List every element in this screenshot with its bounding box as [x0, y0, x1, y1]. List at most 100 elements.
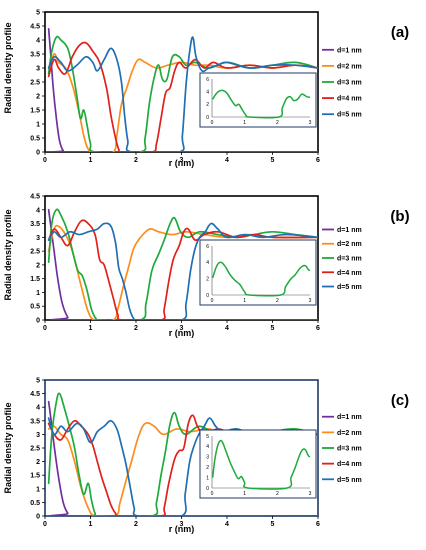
legend-entry: d=5 nm — [337, 112, 362, 119]
panel-a: 0 0.5 1 1.5 2 2.5 3 3.5 4 4.5 5 0 1 2 3 4 5 6 r (nm) Radial… — [3, 10, 409, 169]
x-axis-label: r (nm) — [169, 328, 195, 338]
x-tick-label: 6 — [316, 157, 320, 164]
inset-y-tick-label: 3 — [206, 455, 209, 461]
y-tick-label: 3.5 — [30, 418, 40, 425]
inset-y-tick-label: 2 — [206, 102, 209, 108]
legend-entry: d=4 nm — [337, 96, 362, 103]
inset-plot: 0 1 2 3 4 5 0 1 2 3 — [199, 429, 317, 499]
y-axis-label: Radial density profile — [3, 22, 13, 113]
x-tick-label: 0 — [43, 157, 47, 164]
x-tick-label: 4 — [225, 157, 229, 164]
x-tick-label: 6 — [316, 325, 320, 332]
y-axis-label: Radial density profile — [3, 402, 13, 493]
inset-x-tick-label: 0 — [211, 120, 214, 126]
inset-x-tick-label: 2 — [276, 491, 279, 497]
legend-entry: d=3 nm — [337, 80, 362, 87]
y-tick-label: 4 — [36, 405, 40, 412]
y-tick-label: 4 — [36, 38, 40, 45]
x-tick-label: 2 — [134, 521, 138, 528]
inset-y-tick-label: 5 — [206, 434, 209, 440]
series-line-d4 — [47, 219, 318, 320]
legend-entry: d=1 nm — [337, 414, 362, 421]
x-tick-label: 1 — [89, 521, 93, 528]
inset-y-tick-label: 1 — [206, 475, 209, 481]
y-tick-label: 2.5 — [30, 80, 40, 87]
inset-series-line — [211, 439, 311, 490]
inset-y-tick-label: 4 — [206, 89, 209, 95]
y-tick-label: 5 — [36, 378, 40, 385]
inset-y-tick-label: 0 — [206, 486, 209, 492]
x-tick-label: 4 — [225, 521, 229, 528]
inset-x-tick-label: 3 — [309, 491, 312, 497]
y-tick-label: 4.5 — [30, 391, 40, 398]
series-group — [47, 208, 318, 320]
inset-x-tick-label: 2 — [276, 298, 279, 304]
inset-y-tick-label: 2 — [206, 465, 209, 471]
inset-frame — [199, 72, 317, 128]
panel-label: (c) — [391, 392, 409, 409]
inset-x-tick-label: 3 — [309, 298, 312, 304]
legend-entry: d=4 nm — [337, 270, 362, 277]
y-tick-label: 1 — [36, 122, 40, 129]
y-tick-label: 1.5 — [30, 473, 40, 480]
inset-y-tick-label: 4 — [206, 260, 209, 266]
inset-x-tick-label: 3 — [309, 120, 312, 126]
x-tick-label: 0 — [43, 325, 47, 332]
panel-label: (a) — [391, 24, 409, 41]
x-tick-label: 3 — [180, 325, 184, 332]
y-tick-label: 2.5 — [30, 249, 40, 256]
inset-y-tick-label: 6 — [206, 77, 209, 83]
x-tick-label: 2 — [134, 157, 138, 164]
series-group — [45, 27, 318, 152]
x-tick-label: 4 — [225, 325, 229, 332]
panel-b: 0 0.5 1 1.5 2 2.5 3 3.5 4 4.5 0 1 2 3 4 5 6 r (nm) Radial … — [3, 194, 410, 339]
y-axis-label: Radial density profile — [3, 209, 13, 300]
y-tick-label: 0 — [36, 514, 40, 521]
x-tick-label: 5 — [271, 521, 275, 528]
x-tick-label: 1 — [89, 157, 93, 164]
inset-series-line — [212, 89, 311, 119]
panel-label: (b) — [390, 208, 409, 225]
y-tick-label: 2 — [36, 262, 40, 269]
y-tick-label: 1.5 — [30, 276, 40, 283]
series-line-d4 — [47, 41, 318, 152]
y-tick-label: 1.5 — [30, 108, 40, 115]
panel-c: 0 0.5 1 1.5 2 2.5 3 3.5 4 4.5 5 0 1 2 3 4 5 6 r (nm) Radial… — [3, 378, 409, 535]
inset-x-tick-label: 1 — [243, 120, 246, 126]
legend-entry: d=2 nm — [337, 63, 362, 70]
y-tick-label: 0 — [36, 318, 40, 325]
series-line-d2 — [47, 224, 318, 320]
y-tick-label: 2 — [36, 459, 40, 466]
legend-entry: d=3 nm — [337, 446, 362, 453]
x-axis-label: r (nm) — [169, 524, 195, 534]
inset-y-tick-label: 6 — [206, 244, 209, 250]
x-tick-label: 3 — [180, 521, 184, 528]
y-tick-label: 5 — [36, 10, 40, 17]
y-tick-label: 0 — [36, 150, 40, 157]
y-tick-label: 4 — [36, 207, 40, 214]
inset-plot: 0 2 4 6 0 1 2 3 — [199, 239, 317, 306]
x-tick-label: 0 — [43, 521, 47, 528]
x-tick-label: 6 — [316, 521, 320, 528]
legend-entry: d=5 nm — [337, 477, 362, 484]
x-tick-label: 5 — [271, 325, 275, 332]
legend-entry: d=2 nm — [337, 241, 362, 248]
inset-x-tick-label: 0 — [211, 298, 214, 304]
x-axis-label: r (nm) — [169, 158, 195, 168]
y-tick-label: 2 — [36, 94, 40, 101]
legend-entry: d=4 nm — [337, 461, 362, 468]
y-tick-label: 0.5 — [30, 136, 40, 143]
y-tick-label: 1 — [36, 486, 40, 493]
inset-x-tick-label: 0 — [211, 491, 214, 497]
inset-y-tick-label: 4 — [206, 444, 209, 450]
inset-plot: 0 2 4 6 0 1 2 3 — [199, 72, 317, 128]
y-tick-label: 0.5 — [30, 304, 40, 311]
y-tick-label: 0.5 — [30, 500, 40, 507]
series-line-d1 — [47, 400, 318, 516]
legend-entry: d=3 nm — [337, 256, 362, 263]
legend-entry: d=5 nm — [337, 284, 362, 291]
series-line-d5 — [47, 36, 318, 152]
y-tick-label: 3 — [36, 235, 40, 242]
x-tick-label: 3 — [180, 157, 184, 164]
